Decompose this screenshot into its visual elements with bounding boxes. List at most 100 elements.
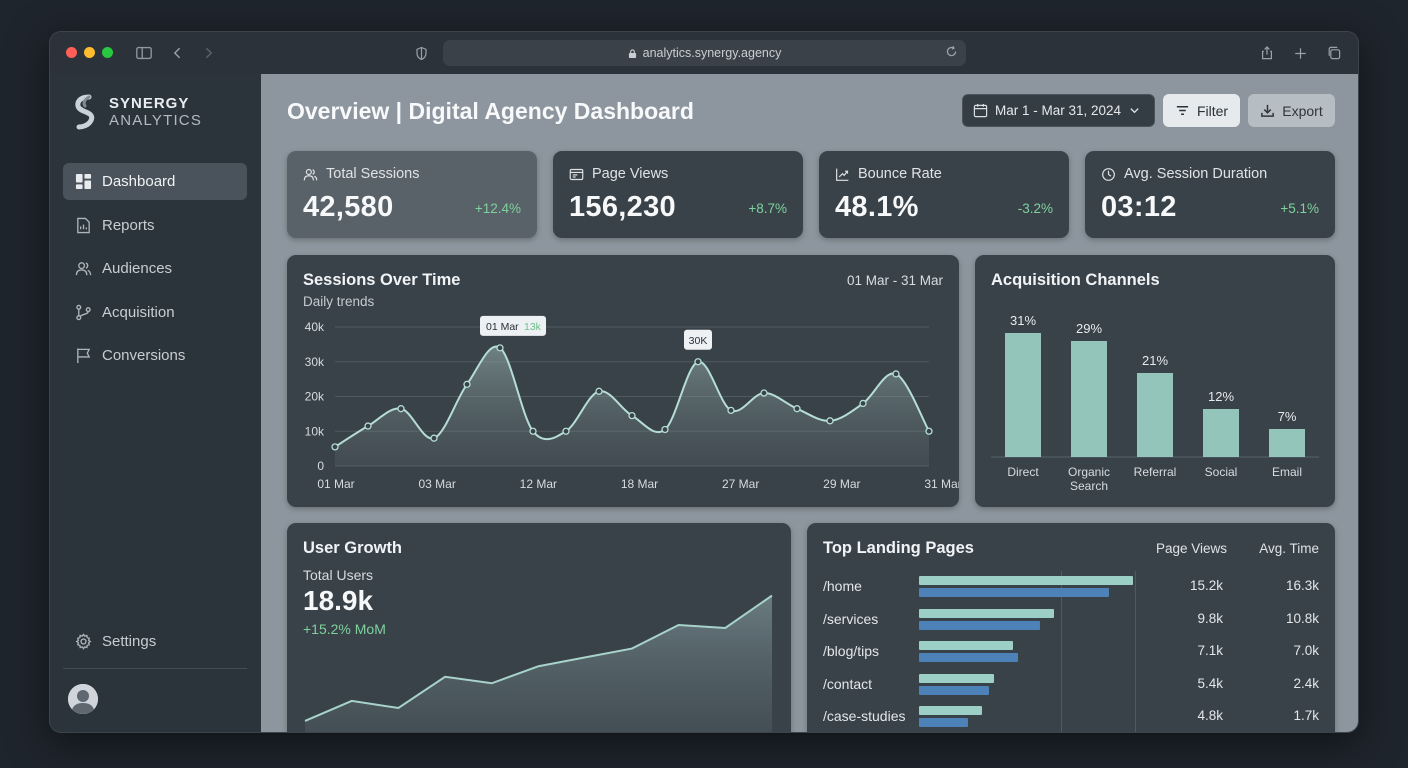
avg-time-value: 16.3k [1285, 578, 1319, 593]
kpi-card-bounce-rate[interactable]: Bounce Rate 48.1% -3.2% [819, 151, 1069, 238]
data-point[interactable] [529, 427, 537, 435]
lock-icon [628, 48, 637, 58]
grid-line [1061, 571, 1062, 732]
sidebar-item-conversions[interactable]: Conversions [63, 337, 247, 374]
total-users-value: 18.9k [303, 585, 374, 616]
close-window-button[interactable] [66, 47, 77, 58]
export-button[interactable]: Export [1248, 94, 1335, 127]
sessions-line-chart[interactable]: 0 10k 20k 30k 40k 01 Mar 03 Mar 12 Mar 18 Mar 27… [287, 255, 959, 507]
table-row[interactable]: /blog/tips 7.1k 7.0k [807, 636, 1335, 668]
channel-bar[interactable] [1203, 409, 1239, 457]
page-views-value: 7.1k [1197, 643, 1223, 658]
back-icon[interactable] [168, 43, 188, 63]
tooltip-value: 13k [524, 321, 542, 333]
gear-icon [75, 633, 92, 650]
sidebar-item-label: Reports [102, 216, 155, 234]
reload-icon[interactable] [945, 45, 958, 61]
browser-toolbar: analytics.synergy.agency [50, 32, 1358, 74]
data-point[interactable] [331, 443, 339, 451]
download-icon [1261, 104, 1275, 117]
channel-bar[interactable] [1137, 373, 1173, 457]
url-text: analytics.synergy.agency [642, 46, 782, 60]
table-row[interactable]: /case-studies 4.8k 1.7k [807, 701, 1335, 732]
column-header-page-views: Page Views [1155, 541, 1227, 556]
table-row[interactable]: /contact 5.4k 2.4k [807, 669, 1335, 701]
tooltip-value: 30K [689, 335, 708, 347]
sidebar-item-audiences[interactable]: Audiences [63, 250, 247, 287]
zoom-window-button[interactable] [102, 47, 113, 58]
channel-bar[interactable] [1071, 341, 1107, 457]
page-views-bar [919, 673, 994, 683]
window-controls [66, 47, 113, 58]
avg-time-bar [919, 588, 1110, 597]
filter-button[interactable]: Filter [1163, 94, 1240, 127]
export-label: Export [1282, 102, 1323, 119]
card-title: Acquisition Channels [991, 271, 1160, 289]
grid-line [1135, 571, 1136, 732]
top-landing-pages-card: Top Landing Pages Page Views Avg. Time /… [807, 523, 1335, 732]
table-row[interactable]: /services 9.8k 10.8k [807, 604, 1335, 636]
x-tick-label: 01 Mar [317, 477, 354, 491]
sidebar-item-dashboard[interactable]: Dashboard [63, 163, 247, 200]
data-point[interactable] [859, 399, 867, 408]
bar-value-label: 31% [1010, 313, 1036, 328]
y-tick-label: 30k [305, 355, 325, 369]
forward-icon[interactable] [198, 43, 218, 63]
data-point[interactable] [925, 427, 933, 435]
data-point[interactable] [760, 389, 768, 397]
avg-time-value: 7.0k [1293, 643, 1319, 658]
page-path: /home [823, 578, 862, 594]
address-bar[interactable]: analytics.synergy.agency [443, 40, 966, 66]
data-point[interactable] [826, 417, 834, 425]
brand-subtitle: ANALYTICS [109, 112, 203, 129]
growth-line [304, 594, 773, 722]
data-point[interactable] [595, 387, 603, 395]
channel-bar[interactable] [1005, 333, 1041, 457]
page-views-bar [919, 641, 1014, 650]
sidebar-item-acquisition[interactable]: Acquisition [63, 294, 247, 331]
data-point[interactable] [562, 427, 570, 435]
avg-time-value: 10.8k [1285, 610, 1319, 626]
sidebar-nav: Dashboard Reports Audiences Acquisition … [63, 163, 247, 381]
avg-time-bar [919, 653, 1018, 662]
minimize-window-button[interactable] [84, 47, 95, 58]
card-subtitle: Daily trends [303, 294, 375, 309]
table-row[interactable]: /home 15.2k 16.3k [807, 571, 1335, 603]
category-label: Referral [1134, 465, 1177, 479]
data-point[interactable] [727, 406, 735, 415]
data-point[interactable] [397, 405, 405, 413]
data-point[interactable] [892, 370, 900, 378]
data-point[interactable] [496, 344, 504, 352]
channel-bar[interactable] [1269, 429, 1305, 457]
date-range-label: 01 Mar - 31 Mar [846, 273, 943, 288]
tabs-overview-icon[interactable] [1324, 43, 1344, 63]
data-point[interactable] [364, 422, 372, 430]
bar-value-label: 29% [1076, 321, 1102, 336]
kpi-card-total-sessions[interactable]: Total Sessions 42,580 +12.4% [287, 151, 537, 238]
kpi-card-page-views[interactable]: Page Views 156,230 +8.7% [553, 151, 803, 238]
shield-icon[interactable] [411, 43, 431, 63]
avatar[interactable] [68, 684, 98, 714]
sidebar-item-reports[interactable]: Reports [63, 207, 247, 244]
branch-icon [76, 304, 91, 321]
page-path: /blog/tips [823, 643, 880, 659]
avg-time-bar [919, 718, 969, 727]
kpi-label: Bounce Rate [858, 166, 942, 182]
kpi-card-avg-session-duration[interactable]: Avg. Session Duration 03:12 +5.1% [1085, 151, 1335, 238]
data-point[interactable] [694, 358, 702, 366]
sessions-area [335, 346, 929, 466]
data-point[interactable] [463, 380, 471, 388]
new-tab-icon[interactable] [1290, 43, 1310, 63]
data-point[interactable] [628, 411, 636, 420]
user-growth-area-chart[interactable] [287, 523, 791, 733]
data-point[interactable] [430, 434, 438, 442]
data-point[interactable] [661, 425, 669, 434]
sidebar-item-settings[interactable]: Settings [63, 623, 247, 660]
data-point[interactable] [793, 405, 801, 413]
growth-delta: +15.2% MoM [303, 621, 386, 637]
sidebar-toggle-icon[interactable] [134, 43, 154, 63]
share-icon[interactable] [1257, 43, 1277, 63]
date-range-picker[interactable]: Mar 1 - Mar 31, 2024 [962, 94, 1155, 127]
sidebar-item-label: Dashboard [102, 173, 176, 190]
